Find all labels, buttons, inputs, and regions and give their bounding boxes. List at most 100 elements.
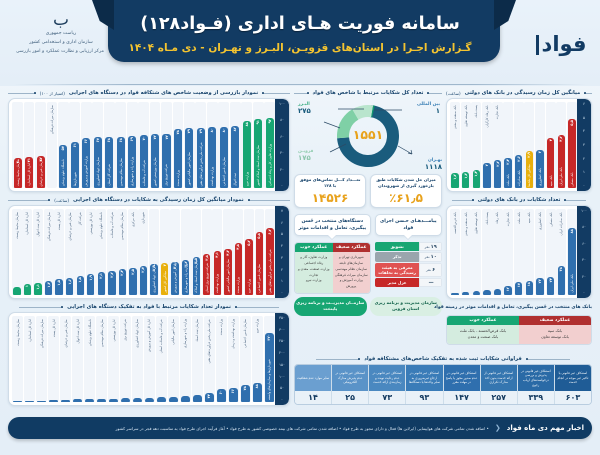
bar[interactable]: ۱٫۹: [87, 274, 95, 295]
bar[interactable]: [121, 398, 130, 402]
bar[interactable]: ۴: [546, 137, 555, 188]
bar-column[interactable]: ۷۲ سازمان بهزیستی کشور: [149, 102, 161, 188]
bar-column[interactable]: ۸۸ بانک ملی ایران: [566, 209, 577, 295]
bar[interactable]: ۱۷: [515, 282, 523, 295]
bar-column[interactable]: ۶۹ وزارت راه و شهرسازی: [126, 102, 138, 188]
bar-column[interactable]: ۵٫۵ بانک مسکن: [566, 102, 577, 188]
bar[interactable]: ۷۹: [196, 128, 205, 188]
bar[interactable]: ۱٫۳: [44, 280, 53, 295]
bar[interactable]: ۲٫۴: [118, 269, 127, 295]
bar-column[interactable]: اداره کل استاندارد: [23, 316, 36, 402]
bar-column[interactable]: ۲ بانک رفاه کارگران: [481, 102, 492, 188]
bar-column[interactable]: ۱۸ بانک سپه: [524, 209, 535, 295]
bar-column[interactable]: بانک توسعه تعاون: [471, 209, 482, 295]
action-row[interactable]: — عزل مدیر: [375, 278, 442, 288]
bar[interactable]: [97, 398, 106, 402]
bar[interactable]: ۲٫۹: [150, 263, 158, 295]
bar-column[interactable]: اداره کل بهزیستی: [107, 316, 120, 402]
bar-column[interactable]: شرکت آب و فاضلاب استان: [155, 316, 168, 402]
bar[interactable]: [109, 398, 118, 402]
bar[interactable]: ۸۰: [208, 127, 217, 188]
bar[interactable]: ۷۸: [173, 128, 182, 188]
bar-column[interactable]: ۳ بانک کشاورزی: [535, 102, 546, 188]
bar[interactable]: [483, 290, 491, 295]
bar[interactable]: ۱٫۱: [34, 283, 42, 295]
bar-column[interactable]: ۷۸ وزارت صمت: [172, 102, 184, 188]
bar-column[interactable]: ۲٫۵ بانک مرکزی: [127, 209, 138, 295]
bar[interactable]: ۶۱: [70, 141, 79, 188]
bar[interactable]: ۲٫۱: [97, 272, 105, 295]
bar-column[interactable]: ۴۴ شرکت ملی پخش فرآورده‌های نفتی: [203, 316, 216, 402]
action-row[interactable]: ۱۹ نفر تشویق: [375, 242, 442, 252]
bar[interactable]: [145, 397, 154, 402]
bar[interactable]: ۴۲: [36, 156, 45, 188]
bar[interactable]: ۱٫۸: [76, 275, 84, 295]
bar-column[interactable]: ۱ اداره کل استاندارد: [22, 209, 33, 295]
bar-column[interactable]: ۷۹ شرکت ملی پخش فرآورده‌های نفتی: [195, 102, 207, 188]
bar-column[interactable]: ۱٫۳ سازمان میراث فرهنگی: [43, 209, 54, 295]
bar-column[interactable]: ۳۸ بانک صادرات ایران: [556, 209, 567, 295]
bar[interactable]: ۴۴: [205, 392, 214, 402]
bar-column[interactable]: ۲٫۴ بانک ملت: [503, 102, 514, 188]
bar[interactable]: [25, 401, 34, 402]
bar-column[interactable]: ۴ بانک سپه: [545, 102, 556, 188]
bar-column[interactable]: دانشگاه علوم پزشکی: [83, 316, 96, 402]
bar-column[interactable]: ۹۱ سازمان ثبت اسناد و املاک کشور: [252, 102, 264, 188]
bar[interactable]: ۷۲: [162, 133, 171, 188]
bar-column[interactable]: ۱٫۲ بانک صنعت و معدن: [449, 102, 460, 188]
bar[interactable]: ۹۱: [254, 119, 263, 188]
bar-column[interactable]: سازمان ثبت اسناد: [191, 316, 204, 402]
bar-column[interactable]: وزارت راه و شهرسازی: [179, 316, 192, 402]
bar-column[interactable]: شرکت توزیع برق: [119, 316, 132, 402]
bar[interactable]: [37, 400, 46, 402]
bar[interactable]: ۶۹: [128, 135, 137, 188]
bar[interactable]: ۴٫۸: [234, 243, 243, 295]
bar[interactable]: ۳۸: [557, 266, 566, 295]
bar[interactable]: ۱۲: [504, 285, 512, 295]
bar-column[interactable]: اداره کل آموزش و پرورش: [143, 316, 156, 402]
bar-column[interactable]: ۸۰ وزارت بهداشت: [206, 102, 218, 188]
bar[interactable]: ۸۸: [242, 121, 251, 188]
bar[interactable]: ۲٫۹: [525, 151, 534, 188]
bar[interactable]: ۵٫۲: [245, 238, 253, 295]
bar[interactable]: ۶۷: [93, 137, 102, 188]
bar-column[interactable]: ۱۷ بانک ملت: [513, 209, 524, 295]
bar[interactable]: [13, 401, 22, 402]
bar[interactable]: ۸۸: [568, 228, 576, 295]
bar[interactable]: [13, 287, 21, 295]
bar-column[interactable]: ۵٫۸ سازمان تامین اجتماعی: [254, 209, 265, 295]
bar-column[interactable]: ۱٫۴ پست بانک: [471, 102, 482, 188]
bar[interactable]: ۳: [160, 262, 169, 295]
bar-column[interactable]: بانک صنعت و معدن: [460, 209, 471, 295]
bar[interactable]: ۳٫۲: [181, 260, 190, 295]
bar-column[interactable]: ۲٫۲ بانک تجارت: [492, 102, 503, 188]
bar[interactable]: ۵۷: [59, 144, 68, 188]
bar[interactable]: ۱٫۴: [472, 170, 480, 188]
bar[interactable]: [493, 288, 502, 295]
bar-column[interactable]: ۸۸ وزارت نیرو: [251, 316, 264, 402]
bar-column[interactable]: ۷۹ سازمان امور مالیاتی کشور: [183, 102, 195, 188]
bar-column[interactable]: ۶۸ شرکت گاز استان: [103, 102, 115, 188]
bar-column[interactable]: ۳ میانگین کل کشور: [159, 209, 170, 295]
bar[interactable]: ۶۸: [116, 136, 125, 188]
bar[interactable]: ۴٫۱: [213, 250, 221, 295]
bar-column[interactable]: سازمان میراث فرهنگی: [35, 316, 48, 402]
bar[interactable]: ۶۰: [217, 389, 226, 402]
bar-column[interactable]: بانک رفاه: [492, 209, 503, 295]
bar[interactable]: ۸۰: [219, 127, 228, 188]
bar-column[interactable]: ۲۳ بانک کشاورزی: [535, 209, 546, 295]
bar[interactable]: ۳۲۰: [265, 332, 274, 402]
bar-column[interactable]: ۴۰ سازمان محیط زیست: [12, 102, 24, 188]
bar-column[interactable]: ۴۲ سازمان فنی و حرفه‌ای: [35, 102, 46, 188]
bar[interactable]: [73, 399, 82, 402]
bar-column[interactable]: ۶۸ سازمان نظام مهندسی: [115, 102, 127, 188]
bar-column[interactable]: ۳۲۰ شهرداری‌ها و سازمان‌های وابسته: [263, 316, 275, 402]
bar[interactable]: ۴۱: [25, 156, 34, 188]
bar[interactable]: ۳٫۵: [192, 257, 200, 295]
bar[interactable]: [133, 397, 142, 402]
bar-column[interactable]: ۲٫۴ سازمان نظام مهندسی: [117, 209, 128, 295]
bar-column[interactable]: اداره کل ثبت احوال: [71, 316, 84, 402]
bar-column[interactable]: سازمان محیط زیست: [11, 209, 22, 295]
bar[interactable]: ۲٫۵: [129, 267, 137, 295]
bar[interactable]: [169, 397, 178, 402]
